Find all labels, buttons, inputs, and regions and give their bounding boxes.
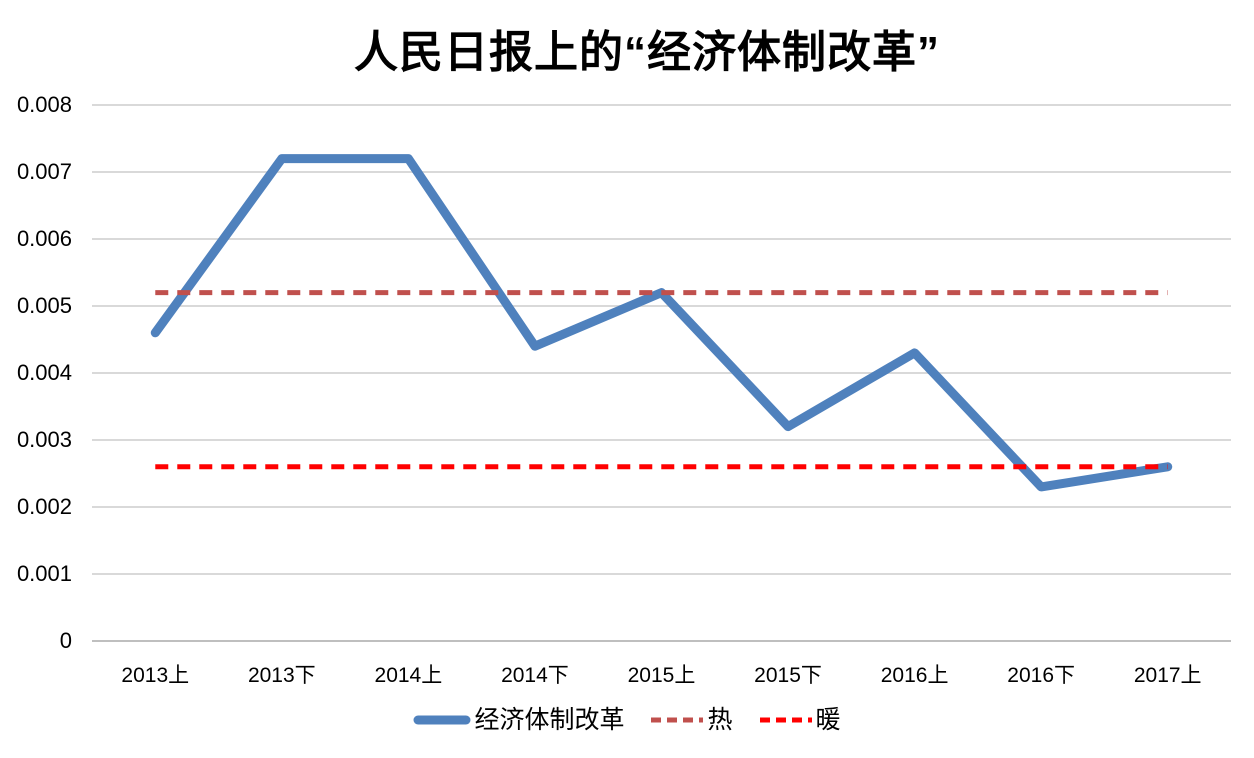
legend: 经济体制改革 热 暖 xyxy=(0,703,1254,737)
legend-label: 暖 xyxy=(815,706,841,734)
legend-dashed-line-swatch xyxy=(759,717,812,723)
legend-label: 热 xyxy=(707,706,733,734)
legend-label: 经济体制改革 xyxy=(474,706,625,734)
legend-dashed-line-swatch xyxy=(651,717,704,723)
legend-item-2: 暖 xyxy=(759,703,841,737)
legend-item-0: 经济体制改革 xyxy=(413,703,624,737)
series-line-0 xyxy=(150,154,1173,492)
legend-item-1: 热 xyxy=(650,703,733,737)
chart-title: 人民日报上的“经济体制改革” xyxy=(354,28,940,77)
legend-solid-line-swatch xyxy=(413,715,471,725)
